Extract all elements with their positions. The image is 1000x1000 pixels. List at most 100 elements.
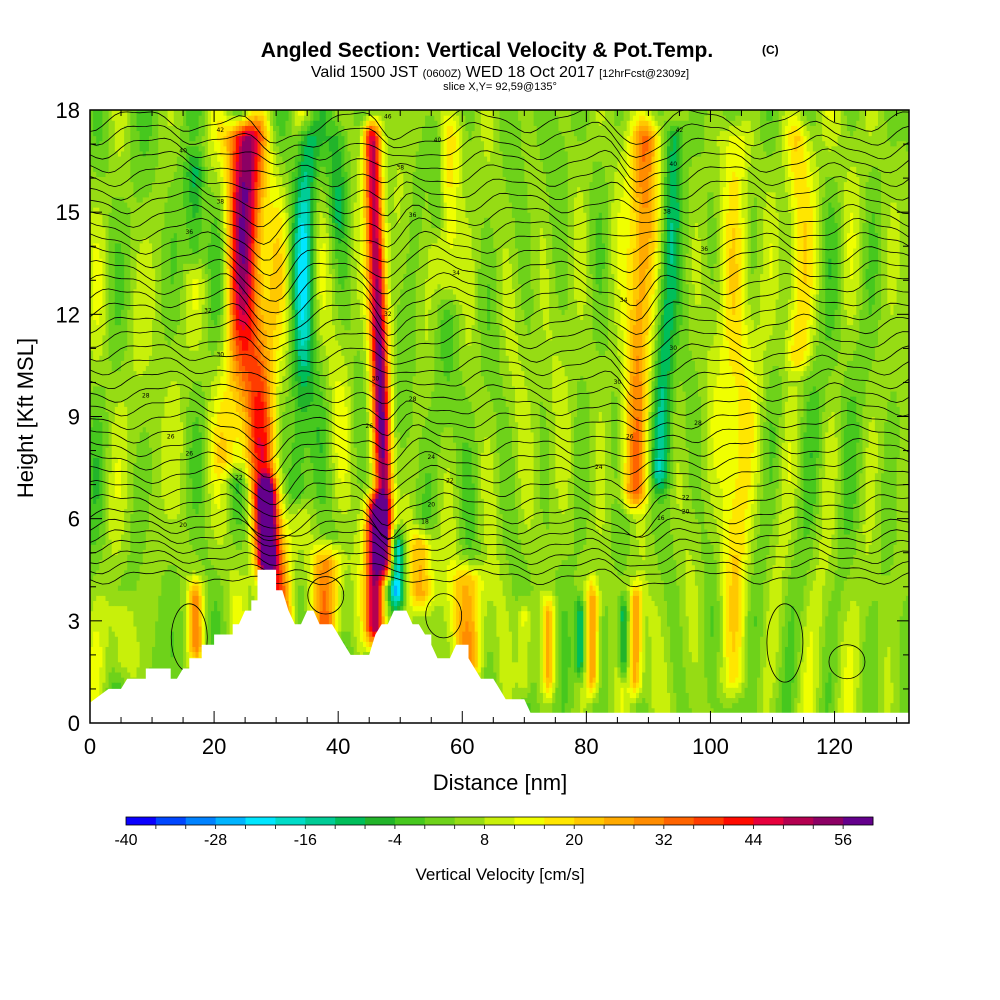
velocity-cell <box>350 554 355 581</box>
velocity-cell <box>815 110 820 167</box>
velocity-cell <box>316 120 321 157</box>
velocity-cell <box>195 155 200 167</box>
velocity-cell <box>235 191 240 285</box>
velocity-cell <box>378 247 383 269</box>
velocity-cell <box>766 339 770 387</box>
velocity-cell <box>366 155 370 198</box>
velocity-cell <box>896 110 901 142</box>
velocity-cell <box>850 600 854 647</box>
velocity-cell <box>273 493 277 504</box>
velocity-cell <box>297 115 302 126</box>
velocity-cell <box>325 544 330 550</box>
velocity-cell <box>632 574 637 581</box>
velocity-cell <box>369 130 373 137</box>
velocity-cell <box>242 181 246 264</box>
velocity-cell <box>437 304 442 453</box>
velocity-cell <box>248 462 252 479</box>
velocity-cell <box>192 217 197 254</box>
velocity-cell <box>781 625 786 683</box>
velocity-cell <box>527 641 532 693</box>
velocity-cell <box>201 579 206 596</box>
velocity-cell <box>322 309 327 346</box>
velocity-cell <box>632 498 637 504</box>
velocity-cell <box>117 549 122 586</box>
velocity-cell <box>604 110 609 183</box>
velocity-cell <box>369 503 373 510</box>
velocity-cell <box>791 380 795 387</box>
velocity-cell <box>530 682 535 723</box>
velocity-cell <box>775 299 780 367</box>
velocity-cell <box>90 212 94 351</box>
velocity-cell <box>176 324 181 387</box>
velocity-cell <box>676 130 681 203</box>
isentrope-label: 30 <box>372 376 380 383</box>
velocity-cell <box>421 523 426 530</box>
x-axis-label: Distance [nm] <box>433 770 568 795</box>
velocity-cell <box>170 339 175 382</box>
velocity-cell <box>527 212 532 336</box>
velocity-cell <box>769 191 774 244</box>
velocity-cell <box>400 196 404 290</box>
velocity-cell <box>477 110 482 269</box>
velocity-cell <box>471 482 476 540</box>
velocity-cell <box>595 702 600 723</box>
velocity-cell <box>899 140 904 617</box>
velocity-cell <box>552 605 556 683</box>
velocity-cell <box>539 692 544 723</box>
velocity-cell <box>546 605 550 612</box>
velocity-cell <box>431 293 435 392</box>
velocity-cell <box>384 324 389 346</box>
velocity-cell <box>679 625 684 723</box>
velocity-cell <box>549 595 553 601</box>
velocity-cell <box>809 171 814 208</box>
velocity-cell <box>341 324 345 356</box>
velocity-cell <box>310 549 314 637</box>
velocity-cell <box>487 283 491 331</box>
velocity-cell <box>465 130 470 218</box>
velocity-cell <box>381 585 386 617</box>
velocity-cell <box>282 375 287 412</box>
velocity-cell <box>434 329 439 525</box>
velocity-cell <box>518 360 522 479</box>
velocity-cell <box>710 344 715 418</box>
velocity-cell <box>750 145 755 208</box>
velocity-cell <box>595 528 600 576</box>
velocity-cell <box>812 360 817 387</box>
velocity-cell <box>496 559 501 637</box>
velocity-cell <box>620 196 625 331</box>
velocity-cell <box>369 631 373 637</box>
velocity-cell <box>465 217 470 346</box>
velocity-cell <box>515 110 519 249</box>
velocity-cell <box>812 150 817 193</box>
velocity-cell <box>412 605 417 612</box>
velocity-cell <box>722 186 727 658</box>
velocity-cell <box>161 227 166 326</box>
velocity-cell <box>443 288 448 300</box>
velocity-cell <box>263 135 268 147</box>
velocity-cell <box>428 574 432 596</box>
velocity-cell <box>766 385 770 556</box>
velocity-cell <box>713 518 718 561</box>
velocity-cell <box>791 309 795 346</box>
velocity-cell <box>384 365 389 392</box>
velocity-cell <box>269 125 274 152</box>
velocity-cell <box>598 293 603 356</box>
velocity-cell <box>657 324 662 351</box>
velocity-cell <box>850 360 854 397</box>
velocity-cell <box>493 493 497 607</box>
velocity-cell <box>620 687 625 723</box>
velocity-cell <box>797 651 802 704</box>
velocity-cell <box>260 339 265 361</box>
velocity-cell <box>778 605 783 668</box>
velocity-cell <box>822 646 826 723</box>
velocity-cell <box>195 309 200 351</box>
velocity-cell <box>614 396 618 479</box>
velocity-cell <box>96 595 100 632</box>
velocity-cell <box>542 590 547 596</box>
velocity-cell <box>598 590 603 617</box>
velocity-cell <box>322 166 327 193</box>
velocity-cell <box>580 110 584 142</box>
velocity-cell <box>667 130 671 147</box>
isentrope-label: 46 <box>384 113 392 120</box>
velocity-cell <box>319 539 324 545</box>
